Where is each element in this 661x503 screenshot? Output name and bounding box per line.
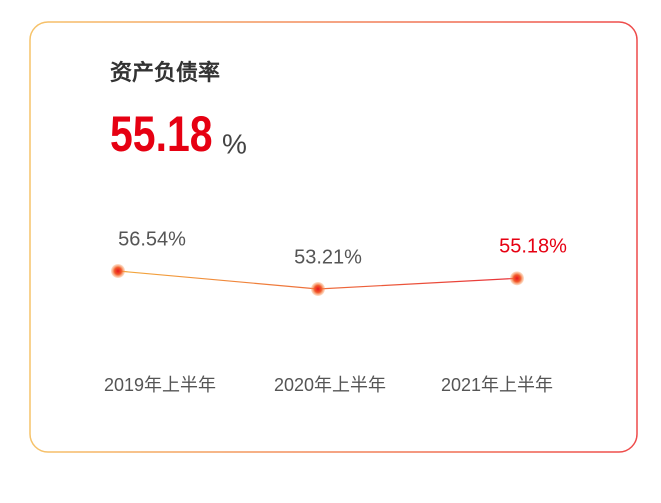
highlight-unit: % xyxy=(222,128,247,159)
x-tick-label: 2020年上半年 xyxy=(274,375,386,395)
value-label: 56.54% xyxy=(118,228,186,250)
point xyxy=(510,271,524,286)
x-tick-label: 2019年上半年 xyxy=(104,375,216,395)
value-label: 53.21% xyxy=(294,246,362,268)
card xyxy=(29,21,638,453)
highlight-value: 55.18 xyxy=(110,106,213,162)
value-label: 55.18% xyxy=(499,236,567,258)
point xyxy=(311,282,325,296)
card-title: 资产负债率 xyxy=(110,60,220,85)
point xyxy=(111,264,125,278)
x-tick-label: 2021年上半年 xyxy=(441,375,553,395)
